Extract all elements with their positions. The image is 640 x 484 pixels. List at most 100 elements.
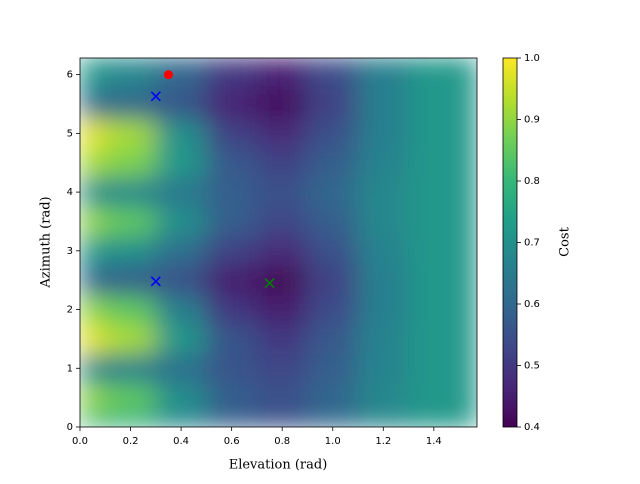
y-tick-label: 2 bbox=[67, 305, 73, 316]
heat-cell bbox=[155, 147, 207, 178]
colorbar bbox=[502, 57, 518, 428]
heat-cell bbox=[357, 411, 410, 427]
heat-cell bbox=[155, 118, 207, 149]
heat-cell bbox=[357, 88, 410, 120]
heat-cell bbox=[256, 382, 308, 413]
heat-cell bbox=[205, 411, 258, 427]
heat-cell bbox=[104, 235, 157, 266]
heat-cell bbox=[408, 206, 456, 237]
y-tick-label: 3 bbox=[67, 246, 73, 257]
heat-cell bbox=[205, 323, 258, 355]
heat-cell bbox=[454, 382, 477, 413]
y-tick-label: 6 bbox=[67, 70, 73, 81]
heatmap bbox=[80, 58, 477, 427]
heat-cell bbox=[104, 323, 157, 355]
heat-cell bbox=[256, 58, 308, 90]
heat-cell bbox=[80, 206, 106, 237]
heat-cell bbox=[80, 235, 106, 266]
heat-cell bbox=[104, 176, 157, 208]
heat-cell bbox=[306, 118, 359, 149]
colorbar-tick-label: 0.6 bbox=[524, 299, 540, 310]
heat-cell bbox=[454, 147, 477, 178]
heat-cell bbox=[205, 176, 258, 208]
heat-cell bbox=[306, 88, 359, 120]
heat-cell bbox=[306, 176, 359, 208]
heat-cell bbox=[205, 206, 258, 237]
heat-cell bbox=[80, 118, 106, 149]
heat-cell bbox=[306, 294, 359, 325]
marker-circle bbox=[163, 70, 173, 80]
heat-cell bbox=[256, 88, 308, 120]
heat-cell bbox=[454, 353, 477, 384]
heat-cell bbox=[306, 382, 359, 413]
heat-cell bbox=[104, 88, 157, 120]
heat-cell bbox=[104, 353, 157, 384]
heat-cell bbox=[205, 118, 258, 149]
heat-cell bbox=[357, 382, 410, 413]
heat-cell bbox=[80, 88, 106, 120]
heat-cell bbox=[454, 58, 477, 90]
heat-cell bbox=[256, 264, 308, 296]
heat-cell bbox=[256, 235, 308, 266]
heat-cell bbox=[357, 176, 410, 208]
heat-cell bbox=[408, 88, 456, 120]
heat-cell bbox=[104, 118, 157, 149]
heat-cell bbox=[306, 235, 359, 266]
heat-cell bbox=[256, 294, 308, 325]
heat-cell bbox=[306, 58, 359, 90]
heat-cell bbox=[454, 206, 477, 237]
heat-cell bbox=[205, 353, 258, 384]
heat-cell bbox=[205, 88, 258, 120]
colorbar-tick-label: 0.5 bbox=[524, 361, 540, 372]
heat-cell bbox=[205, 264, 258, 296]
heat-cell bbox=[155, 206, 207, 237]
heat-cell bbox=[80, 353, 106, 384]
marker-x bbox=[150, 276, 161, 287]
heat-cell bbox=[454, 294, 477, 325]
y-tick-label: 5 bbox=[67, 128, 73, 139]
heat-cell bbox=[454, 118, 477, 149]
x-tick-label: 0.8 bbox=[274, 436, 290, 447]
heat-cell bbox=[357, 294, 410, 325]
heat-cell bbox=[80, 411, 106, 427]
axes-frame bbox=[79, 57, 478, 428]
heat-cell bbox=[454, 323, 477, 355]
heat-cell bbox=[408, 294, 456, 325]
colorbar-tick-label: 0.8 bbox=[524, 176, 540, 187]
colorbar-tick-label: 0.4 bbox=[524, 422, 540, 433]
heat-cell bbox=[80, 58, 106, 90]
heat-cell bbox=[357, 118, 410, 149]
heat-cell bbox=[104, 147, 157, 178]
heat-cell bbox=[357, 264, 410, 296]
heat-cell bbox=[155, 88, 207, 120]
heat-cell bbox=[256, 147, 308, 178]
colorbar-tick-label: 1.0 bbox=[524, 53, 540, 64]
heat-cell bbox=[104, 382, 157, 413]
heat-cell bbox=[408, 411, 456, 427]
x-tick-label: 0.6 bbox=[224, 436, 240, 447]
heat-cell bbox=[306, 206, 359, 237]
heat-cell bbox=[256, 118, 308, 149]
heat-cell bbox=[256, 411, 308, 427]
heat-cell bbox=[256, 353, 308, 384]
heat-cell bbox=[205, 235, 258, 266]
heat-cell bbox=[454, 176, 477, 208]
heat-cell bbox=[104, 206, 157, 237]
x-tick-label: 1.0 bbox=[325, 436, 341, 447]
heat-cell bbox=[80, 323, 106, 355]
heat-cell bbox=[155, 294, 207, 325]
heat-cell bbox=[256, 176, 308, 208]
heat-cell bbox=[454, 411, 477, 427]
heat-cell bbox=[306, 323, 359, 355]
heat-cell bbox=[104, 294, 157, 325]
heat-cell bbox=[408, 147, 456, 178]
heat-cell bbox=[408, 382, 456, 413]
heat-cell bbox=[155, 264, 207, 296]
x-tick-label: 0.2 bbox=[123, 436, 139, 447]
y-tick-label: 4 bbox=[67, 187, 73, 198]
marker-x bbox=[150, 91, 161, 102]
y-tick-label: 0 bbox=[67, 422, 73, 433]
heat-cell bbox=[155, 323, 207, 355]
heat-cell bbox=[205, 294, 258, 325]
